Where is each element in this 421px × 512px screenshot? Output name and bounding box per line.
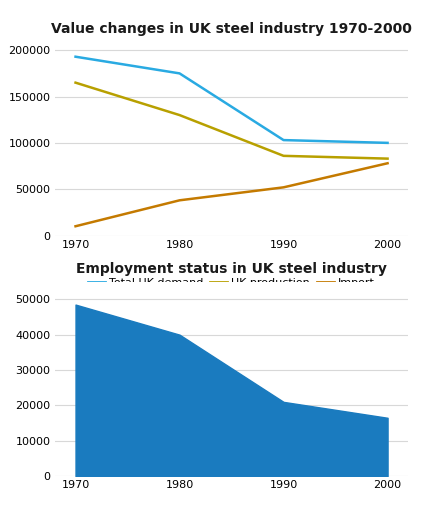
Title: Employment status in UK steel industry: Employment status in UK steel industry — [76, 262, 387, 276]
Legend: Total UK demand, UK production, Import: Total UK demand, UK production, Import — [84, 273, 379, 292]
Title: Value changes in UK steel industry 1970-2000: Value changes in UK steel industry 1970-… — [51, 22, 412, 36]
